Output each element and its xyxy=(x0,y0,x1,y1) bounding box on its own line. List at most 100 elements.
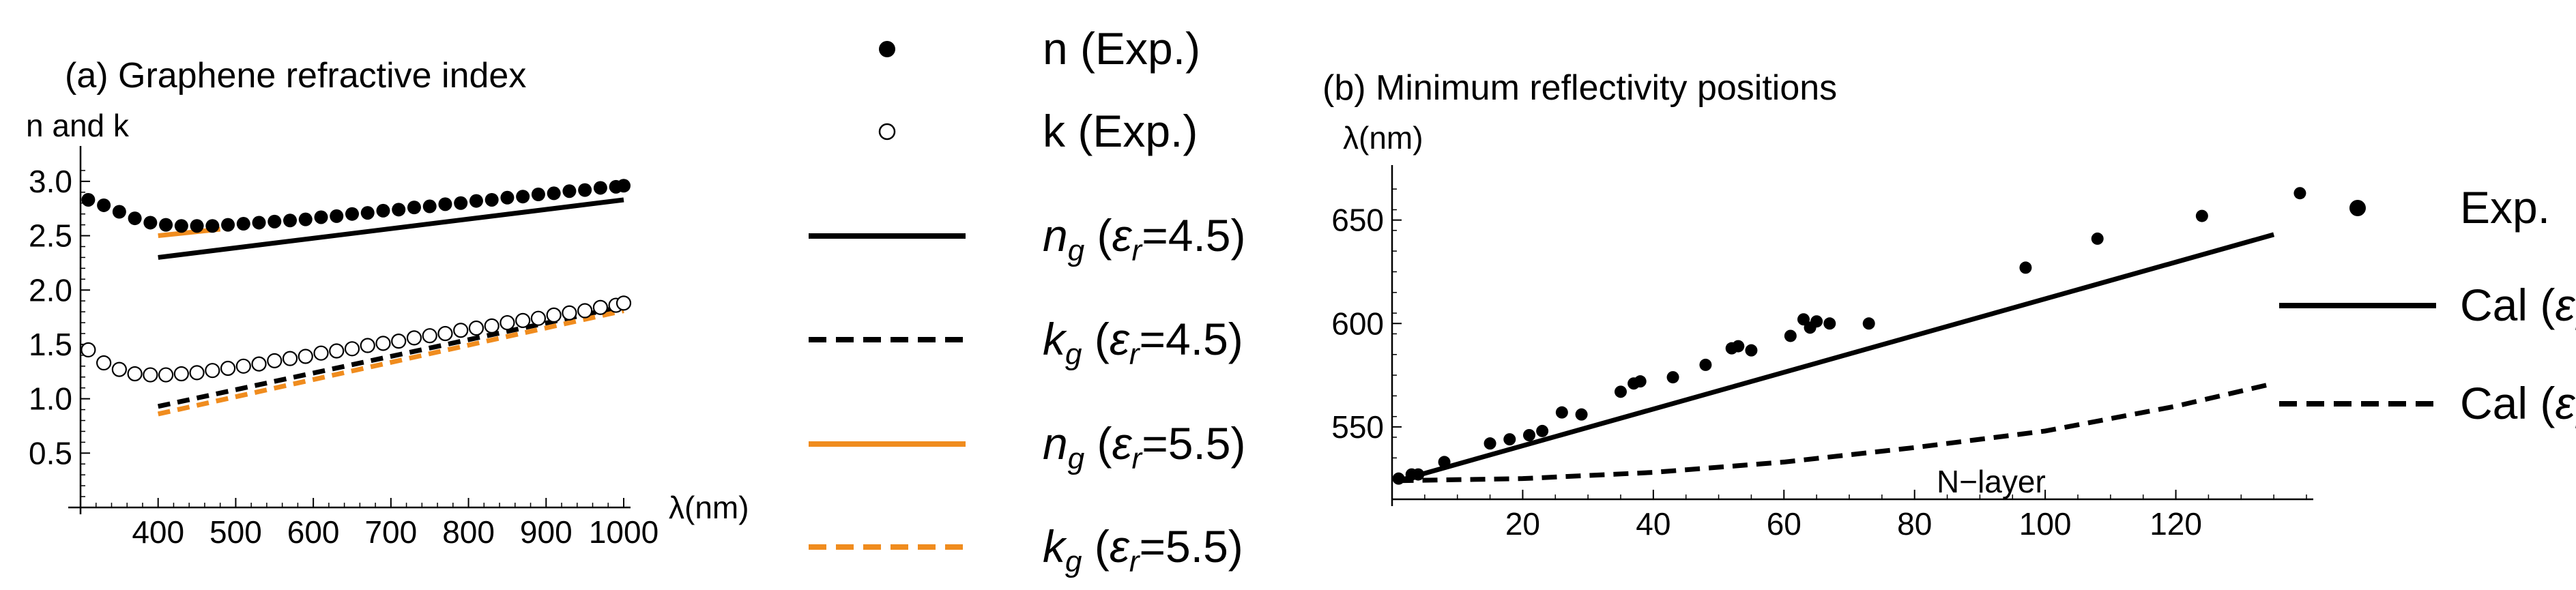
data-point xyxy=(143,367,158,383)
legend-label-part: g xyxy=(1068,234,1085,267)
data-point xyxy=(173,366,189,382)
data-point xyxy=(1438,456,1451,469)
data-point xyxy=(329,343,345,359)
data-point xyxy=(205,219,220,233)
data-point xyxy=(391,334,407,349)
y-tick-label: 0.5 xyxy=(29,435,72,471)
data-point xyxy=(484,192,499,207)
data-point xyxy=(158,367,174,383)
data-point xyxy=(407,201,421,215)
panel-b-legend: Exp. Cal (εr=4.5) Cal (εr=1) xyxy=(2279,182,2576,435)
series-line xyxy=(1398,381,2274,484)
data-point xyxy=(1392,472,1405,485)
data-point xyxy=(236,217,250,231)
legend-label: ng (εr=4.5) xyxy=(1043,210,1245,267)
legend-label-part: ε xyxy=(1112,418,1133,469)
data-point xyxy=(252,216,266,230)
data-point xyxy=(531,188,545,201)
data-point xyxy=(392,203,406,217)
panel-b-title: (b) Minimum reflectivity positions xyxy=(1322,68,1837,108)
legend-label-part: ε xyxy=(1112,210,1133,261)
legend-label-part: =4.5) xyxy=(1139,314,1243,364)
legend-marker xyxy=(2349,200,2366,216)
legend-label-part: ( xyxy=(1082,521,1109,572)
data-point xyxy=(484,318,500,334)
data-point xyxy=(592,299,608,315)
data-point xyxy=(1615,385,1627,398)
data-point xyxy=(1523,429,1535,441)
x-tick-label: 40 xyxy=(1636,506,1670,542)
legend-label-part: k xyxy=(1043,521,1067,572)
legend-label: kg (εr=4.5) xyxy=(1043,314,1243,371)
legend-item: ng (εr=5.5) xyxy=(809,418,1245,475)
legend-label-part: r xyxy=(1129,338,1141,371)
data-point xyxy=(422,328,437,344)
data-point xyxy=(81,342,96,358)
panel-b-x-axis-title: N−layer xyxy=(1937,464,2046,499)
legend-label-part: Cal ( xyxy=(2460,280,2555,330)
panel-a-x-axis-title: λ(nm) xyxy=(669,490,749,525)
data-point xyxy=(453,323,469,338)
legend-label: n (Exp.) xyxy=(1043,23,1200,74)
data-point xyxy=(127,366,143,382)
data-point xyxy=(345,207,359,221)
data-point xyxy=(515,312,531,328)
y-tick-label: 2.5 xyxy=(29,218,72,254)
legend-label: Cal (εr=1) xyxy=(2460,378,2576,435)
series-line xyxy=(1398,232,2275,484)
panel-b-marks xyxy=(1392,187,2306,485)
data-point xyxy=(128,211,142,226)
data-point xyxy=(593,181,607,195)
data-point xyxy=(112,205,126,219)
x-tick-label: 20 xyxy=(1505,506,1540,542)
legend-label-part: n xyxy=(1043,210,1068,261)
x-tick-label: 800 xyxy=(442,514,495,550)
data-point xyxy=(1575,408,1588,421)
legend-label-part: r xyxy=(1132,442,1144,475)
data-point xyxy=(1784,329,1797,342)
data-point xyxy=(1810,315,1823,328)
data-point xyxy=(298,349,313,364)
legend-label-part: ε xyxy=(2555,280,2575,330)
data-point xyxy=(313,345,329,361)
data-point xyxy=(469,194,483,208)
data-point xyxy=(251,356,267,372)
data-point xyxy=(1732,340,1745,353)
data-point xyxy=(1745,344,1758,357)
panel-a-marks xyxy=(81,179,632,417)
data-point xyxy=(174,219,188,233)
legend-label-part: n (Exp.) xyxy=(1043,23,1200,74)
data-point xyxy=(282,351,298,366)
panel-a-y-axis-title: n and k xyxy=(26,108,130,143)
data-point xyxy=(111,362,127,377)
data-point xyxy=(547,186,561,201)
data-point xyxy=(298,212,313,226)
data-point xyxy=(96,355,112,371)
x-tick-label: 100 xyxy=(2019,506,2072,542)
legend-label-part: ε xyxy=(2555,378,2575,428)
y-tick-label: 1.0 xyxy=(29,381,72,417)
y-tick-label: 1.5 xyxy=(29,327,72,362)
data-point xyxy=(2195,209,2208,222)
legend-marker xyxy=(879,41,895,57)
x-tick-label: 80 xyxy=(1897,506,1932,542)
legend-label: k (Exp.) xyxy=(1043,106,1198,156)
legend-label-part: r xyxy=(2575,402,2576,435)
legend-label-part: r xyxy=(1129,545,1141,578)
legend-label-part: n xyxy=(1043,418,1068,469)
data-point xyxy=(221,218,235,232)
data-point xyxy=(97,198,111,212)
panel-b-chart: (b) Minimum reflectivity positions λ(nm)… xyxy=(1322,68,2313,542)
data-point xyxy=(360,206,375,220)
legend-label-part: =5.5) xyxy=(1142,418,1245,469)
data-point xyxy=(267,214,282,228)
data-point xyxy=(1666,371,1679,384)
legend-label: ng (εr=5.5) xyxy=(1043,418,1245,475)
series-line xyxy=(158,197,624,260)
data-point xyxy=(1634,375,1647,388)
legend-label-part: g xyxy=(1065,545,1082,578)
data-point xyxy=(454,196,468,210)
legend-item: Cal (εr=1) xyxy=(2279,378,2576,435)
legend-marker xyxy=(878,123,896,141)
